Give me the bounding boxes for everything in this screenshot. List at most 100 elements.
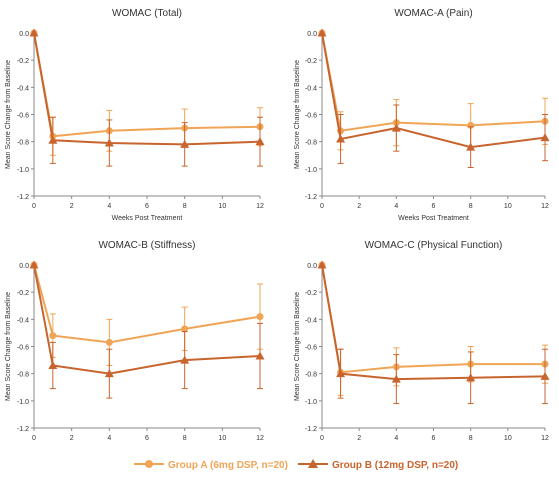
y-tick-label: -1.2 <box>17 426 29 433</box>
chart-panel-2: WOMAC-A (Pain) 0.0 -0.2 -0.4 -0.6 -0.8 -1.0 -1.… <box>294 8 550 222</box>
chart-panel-4: WOMAC-C (Physical Function) 0.0 -0.2 -0.4 -0… <box>294 240 550 442</box>
y-tick-label: -0.6 <box>17 345 29 352</box>
y-tick-label: -1.2 <box>17 194 29 201</box>
y-axis-label: Mean Score Change from Baseline <box>5 60 12 169</box>
x-tick-label: 2 <box>357 203 361 210</box>
x-tick-label: 10 <box>504 435 512 442</box>
series-line <box>321 264 546 381</box>
chart-title: WOMAC-A (Pain) <box>394 8 472 19</box>
series-line <box>321 264 545 374</box>
y-tick-label: -0.8 <box>17 140 29 147</box>
series-line <box>33 264 261 344</box>
x-tick-label: 8 <box>183 435 187 442</box>
data-point <box>104 369 114 378</box>
data-point <box>256 313 264 321</box>
data-point <box>391 123 401 132</box>
data-point <box>540 371 550 380</box>
y-tick-label: -1.2 <box>305 194 317 201</box>
x-tick-label: 12 <box>541 435 549 442</box>
y-tick-label: -1.0 <box>305 167 317 174</box>
y-tick-label: -1.0 <box>305 399 317 406</box>
y-tick-label: 0.0 <box>19 263 29 270</box>
data-point <box>255 137 265 146</box>
y-tick-label: -0.2 <box>305 58 317 65</box>
x-tick-label: 6 <box>432 203 436 210</box>
legend-marker-group-b <box>308 459 318 468</box>
legend-marker-group-a <box>145 460 153 468</box>
chart-title: WOMAC-B (Stiffness) <box>98 240 195 251</box>
x-tick-label: 0 <box>32 203 36 210</box>
x-tick-label: 12 <box>256 435 264 442</box>
y-tick-label: 0.0 <box>307 263 317 270</box>
x-axis-label: Weeks Post Treatment <box>398 215 469 222</box>
x-tick-label: 2 <box>357 435 361 442</box>
data-point <box>540 133 550 142</box>
y-tick-label: -0.6 <box>305 345 317 352</box>
data-point <box>391 374 401 383</box>
data-point <box>29 260 39 269</box>
y-tick-label: -0.2 <box>17 58 29 65</box>
x-tick-label: 10 <box>218 435 226 442</box>
y-tick-label: -1.2 <box>305 426 317 433</box>
x-tick-label: 0 <box>320 435 324 442</box>
y-tick-label: 0.0 <box>307 31 317 38</box>
y-axis-label: Mean Score Change from Baseline <box>294 292 301 401</box>
x-tick-label: 8 <box>469 435 473 442</box>
series-line <box>321 32 546 149</box>
x-tick-label: 0 <box>320 203 324 210</box>
legend-item-group-a: Group A (6mg DSP, n=20) <box>134 460 288 471</box>
y-tick-label: -0.8 <box>17 372 29 379</box>
series-line <box>33 32 261 138</box>
y-tick-label: -0.8 <box>305 140 317 147</box>
data-point <box>49 332 57 340</box>
chart-title: WOMAC-C (Physical Function) <box>365 240 503 251</box>
series-group-a <box>30 29 264 156</box>
data-point <box>317 28 327 37</box>
series-line <box>33 264 261 375</box>
data-point <box>105 338 113 346</box>
series-group-b <box>29 260 265 399</box>
data-point <box>336 369 346 378</box>
series-group-b <box>317 260 550 405</box>
y-tick-label: -0.4 <box>305 317 317 324</box>
data-point <box>317 260 327 269</box>
y-tick-label: -0.2 <box>17 290 29 297</box>
data-point <box>180 355 190 364</box>
y-tick-label: -0.2 <box>305 290 317 297</box>
y-tick-label: -0.6 <box>17 113 29 120</box>
x-tick-label: 4 <box>107 435 111 442</box>
x-axis-label: Weeks Post Treatment <box>112 215 183 222</box>
y-tick-label: -0.4 <box>305 85 317 92</box>
data-point <box>29 28 39 37</box>
series-group-b <box>29 28 265 167</box>
x-tick-label: 2 <box>70 435 74 442</box>
legend: Group A (6mg DSP, n=20) Group B (12mg DS… <box>0 456 559 472</box>
x-tick-label: 12 <box>256 203 264 210</box>
y-tick-label: -0.4 <box>17 85 29 92</box>
data-point <box>466 142 476 151</box>
y-tick-label: 0.0 <box>19 31 29 38</box>
chart-panel-1: WOMAC (Total) 0.0 -0.2 -0.4 -0.6 -0.8 -1.0 -1.2… <box>5 8 265 222</box>
y-tick-label: -0.6 <box>305 113 317 120</box>
series-group-a <box>318 29 549 151</box>
y-tick-label: -0.4 <box>17 317 29 324</box>
y-axis-label: Mean Score Change from Baseline <box>294 60 301 169</box>
chart-title: WOMAC (Total) <box>112 8 182 19</box>
x-tick-label: 10 <box>218 203 226 210</box>
data-point <box>466 373 476 382</box>
x-tick-label: 4 <box>394 435 398 442</box>
data-point <box>255 351 265 360</box>
y-tick-label: -0.8 <box>305 372 317 379</box>
series-group-b <box>317 28 550 168</box>
y-axis-label: Mean Score Change from Baseline <box>5 292 12 401</box>
legend-item-group-b: Group B (12mg DSP, n=20) <box>298 459 458 471</box>
legend-label-group-b: Group B (12mg DSP, n=20) <box>332 460 458 471</box>
x-tick-label: 0 <box>32 435 36 442</box>
x-tick-label: 8 <box>469 203 473 210</box>
data-point <box>181 325 189 333</box>
data-point <box>48 361 58 370</box>
data-point <box>180 139 190 148</box>
x-tick-label: 8 <box>183 203 187 210</box>
y-tick-label: -1.0 <box>17 167 29 174</box>
